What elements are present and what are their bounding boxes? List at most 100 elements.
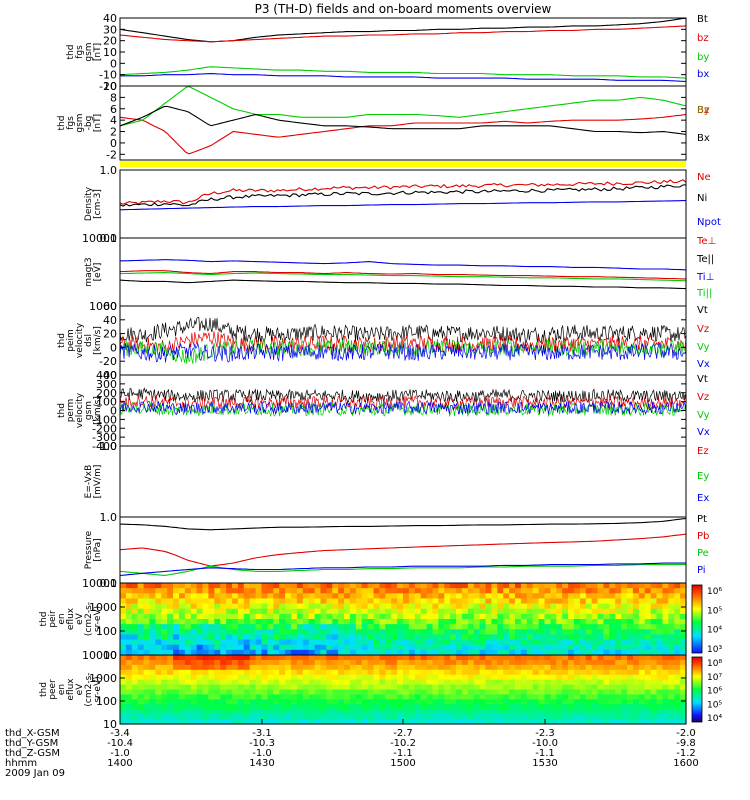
y-tick-label: 100 <box>96 625 117 638</box>
heatmap-cell <box>173 639 180 646</box>
heatmap-cell <box>214 674 221 681</box>
heatmap-cell <box>414 603 422 610</box>
heatmap-cell <box>585 694 593 700</box>
heatmap-cell <box>568 689 575 696</box>
panel-frame <box>119 169 687 239</box>
heatmap-cell <box>243 608 251 615</box>
heatmap-cell <box>143 714 151 720</box>
heatmap-cell <box>450 603 457 610</box>
heatmap-cell <box>444 674 451 681</box>
heatmap-cell <box>290 714 298 720</box>
heatmap-cell <box>349 644 357 651</box>
heatmap-cell <box>308 674 316 681</box>
heatmap-cell <box>426 639 434 646</box>
heatmap-cell <box>668 598 675 605</box>
heatmap-cell <box>190 619 198 625</box>
y-axis-label: [nPa] <box>93 538 103 561</box>
heatmap-cell <box>615 644 622 651</box>
heatmap-cell <box>190 694 198 700</box>
y-axis-label: peer <box>48 679 58 700</box>
heatmap-cell <box>632 634 640 641</box>
heatmap-cell <box>391 603 398 610</box>
y-tick-label: -20 <box>99 80 117 93</box>
heatmap-cell <box>638 714 646 720</box>
heatmap-cell <box>638 613 646 620</box>
series-line-pb-7 <box>119 533 687 567</box>
heatmap-cell <box>226 704 233 710</box>
heatmap-cell <box>202 655 210 661</box>
heatmap-cell <box>456 619 463 625</box>
heatmap-cell <box>408 613 416 620</box>
heatmap-cell <box>497 644 504 651</box>
heatmap-cell <box>178 619 186 625</box>
heatmap-cell <box>420 649 428 656</box>
heatmap-cell <box>296 588 304 594</box>
heatmap-cell <box>450 674 457 681</box>
heatmap-cell <box>190 674 198 681</box>
heatmap-cell <box>456 684 463 691</box>
heatmap-cell <box>361 709 369 715</box>
heatmap-cell <box>568 619 575 625</box>
heatmap-cell <box>355 634 363 641</box>
heatmap-cell <box>226 624 233 630</box>
heatmap-cell <box>680 603 687 610</box>
heatmap-cell <box>456 699 463 705</box>
heatmap-cell <box>509 679 516 686</box>
heatmap-cell <box>320 655 327 661</box>
heatmap-cell <box>232 593 239 600</box>
heatmap-cell <box>273 659 280 666</box>
heatmap-cell <box>214 634 221 641</box>
heatmap-cell <box>279 639 286 646</box>
heatmap-cell <box>302 603 310 610</box>
heatmap-cell <box>479 689 487 696</box>
heatmap-cell <box>544 684 551 691</box>
heatmap-cell <box>426 674 434 681</box>
heatmap-cell <box>314 613 322 620</box>
heatmap-cell <box>597 639 605 646</box>
heatmap-cell <box>243 684 251 691</box>
heatmap-cell <box>674 659 681 666</box>
heatmap-cell <box>591 694 599 700</box>
heatmap-cell <box>397 719 404 725</box>
heatmap-cell <box>403 608 410 615</box>
heatmap-cell <box>532 583 540 589</box>
heatmap-cell <box>243 714 251 720</box>
heatmap-cell <box>479 679 487 686</box>
heatmap-cell <box>184 593 192 600</box>
heatmap-cell <box>674 634 681 641</box>
heatmap-cell <box>562 694 569 700</box>
heatmap-cell <box>680 674 687 681</box>
heatmap-cell <box>338 639 345 646</box>
heatmap-cell <box>638 649 646 656</box>
heatmap-cell <box>184 669 192 676</box>
heatmap-cell <box>237 714 245 720</box>
heatmap-cell <box>556 634 563 641</box>
heatmap-cell <box>568 694 575 700</box>
heatmap-cell <box>597 674 605 681</box>
y-tick-label: 10000 <box>82 649 117 662</box>
heatmap-cell <box>426 694 434 700</box>
heatmap-cell <box>650 624 658 630</box>
heatmap-cell <box>461 659 469 666</box>
heatmap-cell <box>155 639 162 646</box>
heatmap-cell <box>609 603 616 610</box>
heatmap-cell <box>538 684 546 691</box>
heatmap-cell <box>184 613 192 620</box>
series-line-npot-2 <box>119 200 686 211</box>
heatmap-cell <box>155 664 162 671</box>
heatmap-cell <box>532 689 540 696</box>
heatmap-cell <box>131 719 139 725</box>
heatmap-cell <box>302 694 310 700</box>
heatmap-cell <box>373 588 381 594</box>
heatmap-cell <box>503 629 510 636</box>
heatmap-cell <box>526 649 534 656</box>
heatmap-cell <box>273 679 280 686</box>
heatmap-cell <box>591 608 599 615</box>
heatmap-cell <box>232 709 239 715</box>
heatmap-cell <box>485 699 493 705</box>
heatmap-cell <box>450 719 457 725</box>
heatmap-cell <box>408 639 416 646</box>
heatmap-cell <box>414 624 422 630</box>
heatmap-cell <box>125 659 133 666</box>
